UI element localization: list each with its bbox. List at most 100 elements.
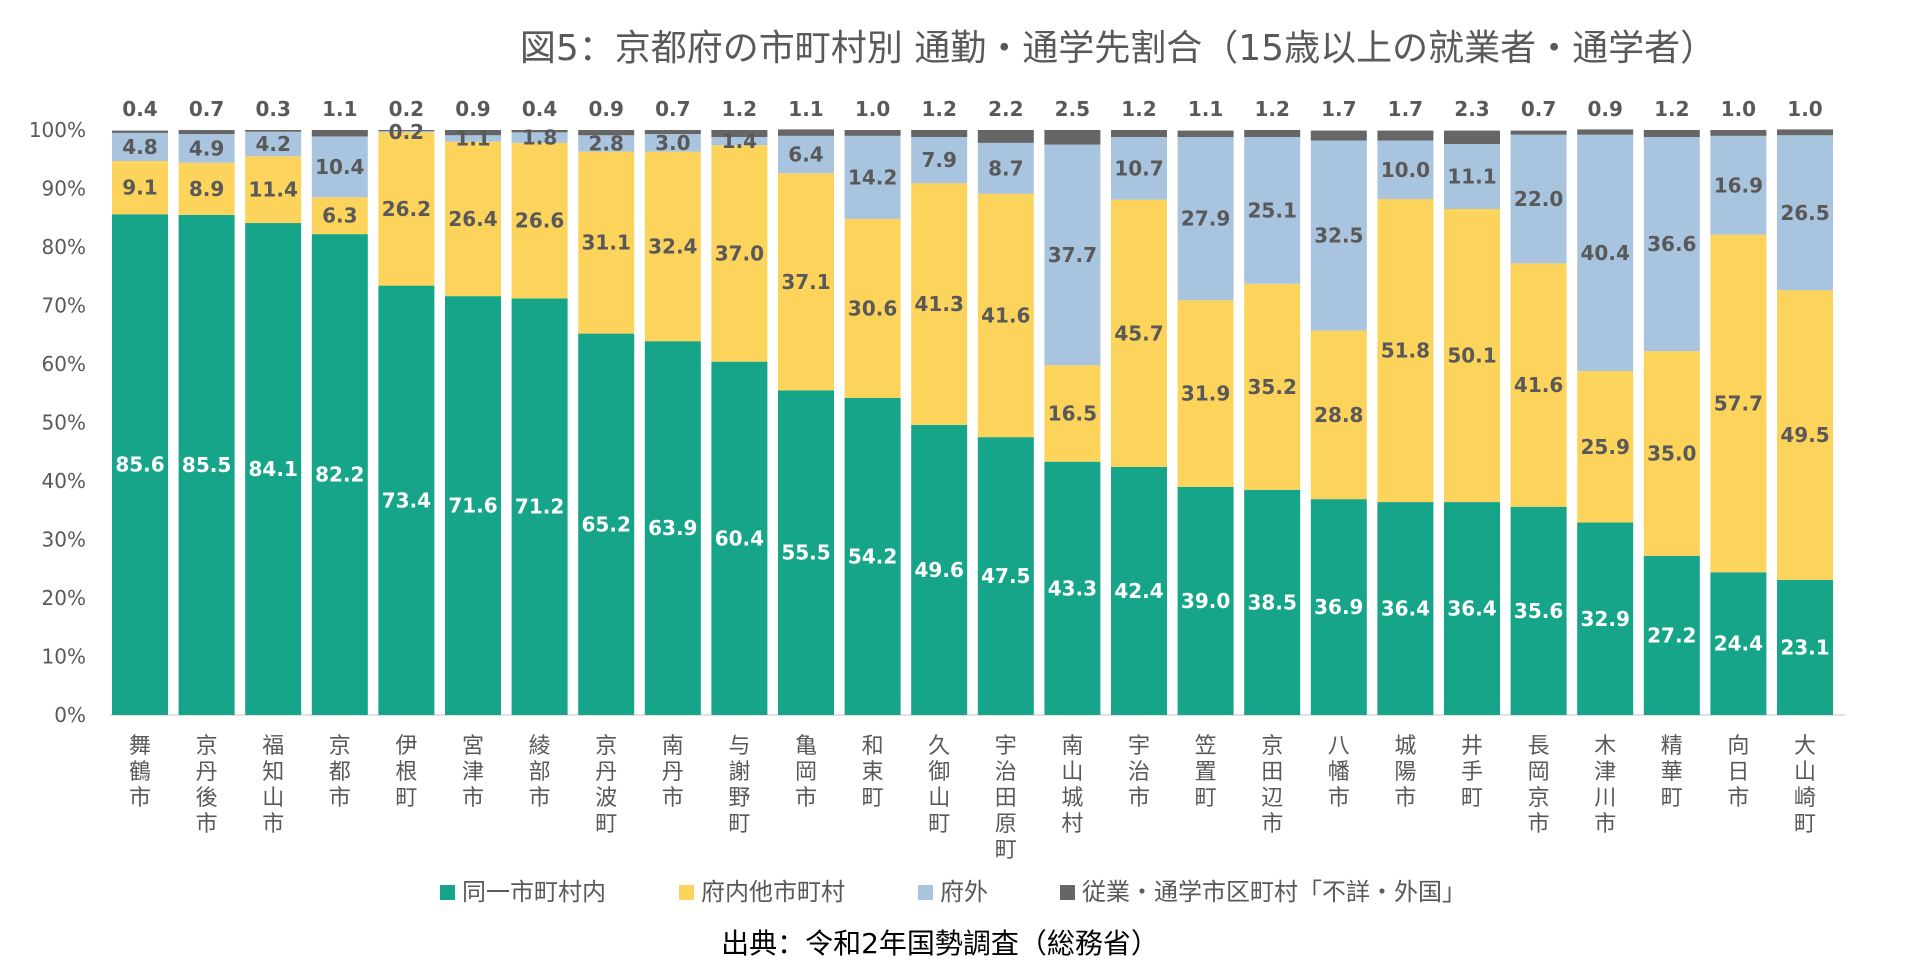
bar-segment [911, 130, 968, 138]
data-label: 1.7 [1388, 97, 1423, 121]
bar-segment [112, 130, 168, 133]
legend-swatch [918, 885, 933, 900]
data-label: 0.9 [588, 97, 623, 121]
x-tick-label: 久御山町 [928, 734, 950, 837]
bar-segment [1377, 140, 1434, 200]
data-label: 57.7 [1714, 391, 1763, 415]
data-label: 0.2 [389, 97, 424, 121]
data-label: 1.1 [788, 97, 823, 121]
data-label: 22.0 [1514, 187, 1563, 211]
data-label: 7.9 [921, 148, 956, 172]
bar-stack: 63.9 32.4 3.0 0.7 [644, 97, 701, 715]
bar-segment [1577, 129, 1634, 135]
bar-segment [578, 135, 635, 152]
bar-stack: 65.2 31.1 2.8 0.9 [578, 97, 635, 715]
bar-segment [1111, 130, 1167, 138]
data-label: 50.1 [1447, 344, 1496, 368]
bar-segment [977, 130, 1034, 143]
bar-segment [1577, 134, 1634, 372]
bar-segment [178, 162, 235, 215]
data-label: 2.3 [1454, 97, 1489, 121]
data-label: 71.6 [448, 494, 497, 518]
bar-segment [245, 156, 302, 224]
data-label: 84.1 [249, 457, 298, 481]
data-label: 8.7 [988, 156, 1023, 180]
legend-swatch [1060, 885, 1075, 900]
bar-segment [1177, 137, 1234, 301]
bar-segment [1710, 135, 1767, 235]
bar-segment [1177, 486, 1234, 715]
bar-segment [1310, 130, 1367, 141]
data-label: 1.0 [1787, 97, 1822, 121]
bar-segment [1444, 502, 1500, 715]
x-tick-label: 城陽市 [1394, 734, 1416, 811]
x-tick-label: 宮津市 [462, 734, 484, 811]
data-label: 37.7 [1048, 243, 1097, 267]
data-label: 0.7 [189, 97, 224, 121]
bar-segment [178, 130, 235, 135]
data-label: 41.6 [981, 303, 1030, 327]
bar-segment [445, 296, 501, 715]
data-label: 30.6 [848, 296, 897, 320]
legend-swatch [679, 885, 694, 900]
bar-segment [977, 142, 1034, 194]
data-label: 60.4 [715, 526, 764, 550]
bar-segment [1377, 502, 1434, 715]
bar-segment [112, 214, 168, 716]
data-label: 37.1 [781, 270, 830, 294]
bar-stack: 36.4 51.8 10.0 1.7 [1377, 97, 1434, 715]
y-tick-label: 60% [42, 352, 86, 376]
x-tick-label: 八幡市 [1328, 734, 1350, 811]
x-tick-label: 福知山市 [262, 734, 284, 837]
bar-segment [311, 197, 368, 235]
data-label: 71.2 [515, 495, 564, 519]
x-tick-label: 木津川市 [1594, 734, 1616, 837]
data-label: 0.4 [522, 97, 557, 121]
x-tick-label: 向日市 [1727, 734, 1749, 811]
bar-segment [1244, 137, 1301, 284]
bar-stack: 73.4 26.2 0.20.2 [378, 97, 435, 715]
data-label: 35.6 [1514, 599, 1563, 623]
data-label: 47.5 [981, 564, 1030, 588]
data-label: 0.4 [122, 97, 157, 121]
bar-segment [1111, 199, 1167, 467]
x-tick-label: 京丹波町 [595, 734, 617, 837]
bar-segment [1710, 234, 1767, 573]
data-label: 36.4 [1447, 597, 1496, 621]
bar-segment [1444, 144, 1500, 209]
bar-segment [178, 134, 235, 163]
x-tick-label: 南山城村 [1061, 734, 1083, 837]
data-label: 27.9 [1181, 207, 1230, 231]
data-label: 2.2 [988, 97, 1023, 121]
bar-stack: 36.4 50.1 11.1 2.3 [1444, 97, 1500, 715]
legend-label: 府外 [940, 878, 988, 906]
data-label: 25.1 [1248, 198, 1297, 222]
data-label: 55.5 [781, 541, 830, 565]
data-label: 1.1 [322, 97, 357, 121]
bar-segment [844, 135, 901, 219]
data-label: 0.3 [255, 97, 290, 121]
y-tick-label: 50% [42, 411, 86, 435]
bar-segment [1244, 130, 1301, 138]
bar-stack: 35.6 41.6 22.0 0.7 [1510, 97, 1567, 715]
bar-segment [578, 333, 635, 715]
bar-segment [1510, 263, 1567, 507]
bar-segment [245, 223, 302, 715]
data-label: 1.0 [855, 97, 890, 121]
bar-segment [644, 151, 701, 342]
bar-stack: 82.2 6.3 10.4 1.1 [311, 97, 368, 715]
bars-layer: 85.6 9.1 4.8 0.4 85.5 8.9 4.9 0.7 84.1 11.4 4.2 0.3… [112, 97, 1833, 716]
bar-segment [1044, 365, 1101, 462]
legend-item: 同一市町村内 [440, 878, 606, 906]
x-tick-label: 井手町 [1461, 734, 1483, 811]
y-tick-label: 100% [29, 118, 86, 142]
bar-segment [112, 132, 168, 162]
data-label: 8.9 [189, 177, 224, 201]
data-label: 16.9 [1714, 173, 1763, 197]
data-label: 32.4 [648, 234, 697, 258]
bar-stack: 32.9 25.9 40.4 0.9 [1577, 97, 1634, 715]
bar-segment [1310, 330, 1367, 500]
data-label: 28.8 [1314, 403, 1363, 427]
